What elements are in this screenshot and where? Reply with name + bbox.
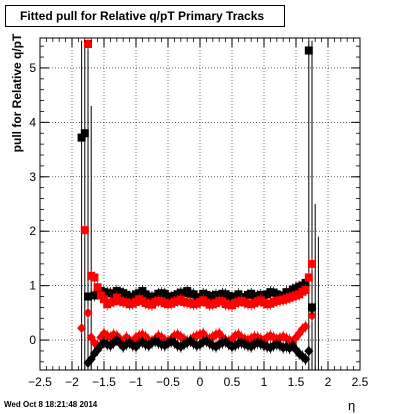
data-point-square [308,259,316,268]
x-tick-label: −2.5 [28,375,52,389]
y-tick-label: 1 [29,279,36,293]
grid-lines [40,38,360,370]
data-point-square [90,273,99,282]
data-point-diamond [301,354,311,365]
y-tick-label: 0 [29,333,36,347]
data-point-diamond [301,321,311,332]
y-tick-label: 3 [29,170,36,184]
data-point-diamond [83,307,93,318]
data-point-square [80,226,89,235]
x-tick-label: 2.5 [352,375,369,389]
chart-title: Fitted pull for Relative q/pT Primary Tr… [20,9,265,23]
data-marks [77,37,317,369]
data-point-square [100,295,108,304]
data-point-diamond [77,323,87,334]
data-point-square [80,129,89,138]
data-point-square [84,292,92,301]
data-point-diamond [307,310,317,321]
data-point-diamond [304,345,314,356]
title-box: Fitted pull for Relative q/pT Primary Tr… [5,5,285,27]
x-tick-label: 0.5 [224,375,241,389]
x-tick-label: −1 [129,375,143,389]
x-tick-label: −0.5 [156,375,180,389]
y-tick-label: 5 [29,61,36,75]
y-tick-label: 4 [29,115,36,129]
data-point-square [301,278,310,287]
data-point-square [301,285,310,294]
data-point-square [304,46,313,55]
data-point-diamond [307,303,317,314]
data-point-square [77,133,86,142]
timestamp: Wed Oct 8 18:21:48 2014 [4,400,98,409]
y-axis-label: pull for Relative q/pT [10,33,24,153]
x-tick-label: 0 [197,375,204,389]
x-tick-label: 1.5 [288,375,305,389]
x-tick-label: 1 [261,375,268,389]
data-point-square [93,283,102,292]
axes: −2.5 −2 −1.5 −1 −0.5 0 0.5 1 1.5 2 2.5 0 1 2 3 4 5 [28,38,369,389]
y-tick-label: 2 [29,224,36,238]
x-axis-label: η [348,398,356,413]
x-tick-label: −2 [65,375,79,389]
x-tick-label: −1.5 [92,375,116,389]
data-point-square [304,273,313,282]
x-tick-label: 2 [325,375,332,389]
data-point-square [84,39,92,48]
